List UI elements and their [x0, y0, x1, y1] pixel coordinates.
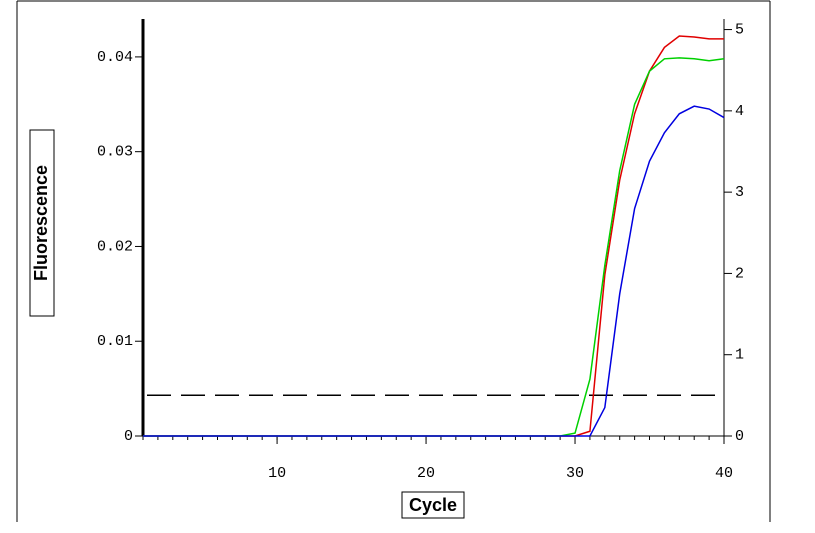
y2-tick-label: 5	[735, 22, 744, 39]
y-tick-label: 0.03	[97, 144, 133, 161]
y2-tick-label: 0	[735, 428, 744, 445]
series-line	[143, 35, 724, 437]
y-tick-label: 0	[124, 428, 133, 445]
y-tick-label: 0.02	[97, 238, 133, 255]
y2-tick-label: 1	[735, 347, 744, 364]
y2-tick-label: 3	[735, 184, 744, 201]
y2-tick-label: 2	[735, 265, 744, 282]
series-line	[143, 57, 725, 437]
x-tick-label: 40	[715, 465, 733, 482]
x-axis-label: Cycle	[409, 495, 457, 515]
y-tick-label: 0.04	[97, 49, 133, 66]
series-line	[143, 105, 725, 437]
y-axis-label: Fluorescence	[31, 165, 51, 281]
y-tick-label: 0.01	[97, 333, 133, 350]
x-label-box	[401, 491, 465, 519]
x-tick-label: 10	[268, 465, 286, 482]
y2-tick-label: 4	[735, 103, 744, 120]
y-label-box	[29, 129, 55, 317]
x-tick-label: 30	[566, 465, 584, 482]
x-tick-label: 20	[417, 465, 435, 482]
